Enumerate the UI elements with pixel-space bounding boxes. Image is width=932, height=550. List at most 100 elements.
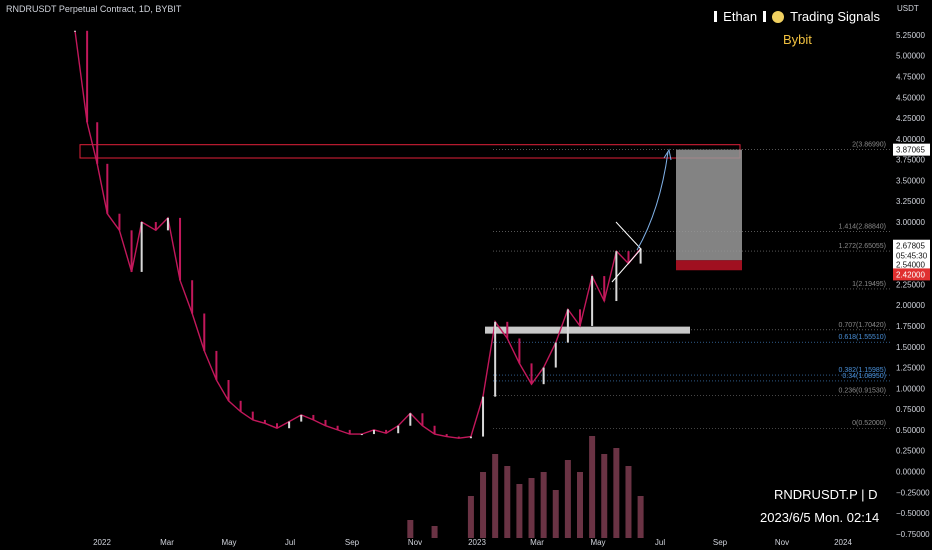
price-candle — [566, 309, 569, 343]
volume-bar — [564, 460, 571, 538]
target-zone — [676, 149, 742, 261]
price-candle — [154, 222, 157, 231]
projection-arrowhead — [663, 148, 672, 161]
y-tick-label: −0.75000 — [896, 530, 930, 539]
price-candle — [506, 321, 509, 339]
price-candle — [530, 363, 533, 385]
price-candle — [385, 429, 388, 434]
price-candle — [494, 321, 497, 397]
volume-bar — [625, 466, 632, 538]
price-candle — [409, 413, 412, 426]
price-candle — [627, 251, 630, 264]
volume-bar — [431, 526, 438, 538]
y-tick-label: −0.25000 — [896, 488, 930, 497]
y-tick-label: 0.50000 — [896, 426, 925, 435]
triangle-pattern — [611, 221, 642, 283]
price-tag — [893, 143, 930, 156]
price-tag — [893, 268, 930, 281]
x-tick-label: 2024 — [834, 538, 852, 547]
price-candle — [554, 342, 557, 368]
volume-bar — [528, 478, 535, 538]
y-tick-label: 5.25000 — [896, 31, 925, 40]
volume-bar — [577, 472, 583, 538]
price-candle — [106, 163, 109, 214]
price-candle — [191, 280, 194, 314]
price-candle — [312, 414, 315, 420]
bar-icon — [763, 11, 767, 22]
volume-bar — [480, 472, 487, 538]
x-tick-label: May — [221, 538, 236, 547]
price-tag-label: 2.67805 — [896, 242, 925, 251]
y-tick-label: 3.25000 — [896, 197, 925, 206]
y-tick-label: 1.25000 — [896, 364, 925, 373]
fib-label: 0.236(0.91530) — [839, 387, 886, 394]
y-tick-label: 4.50000 — [896, 93, 925, 102]
fib-label: 1(2.19495) — [852, 281, 886, 288]
price-tag — [893, 249, 930, 262]
projection-arrow — [636, 151, 669, 251]
x-tick-label: 2023 — [468, 538, 486, 547]
price-candle — [179, 217, 182, 281]
datetime-label: 2023/6/5 Mon. 02:14 — [760, 510, 880, 525]
price-tag-label: 2.54000 — [896, 260, 925, 269]
price-candle — [603, 276, 606, 302]
price-candle — [372, 429, 375, 435]
coin-icon — [772, 10, 785, 23]
price-candle — [324, 419, 327, 426]
price-candle — [579, 309, 581, 326]
volume-bar — [601, 454, 608, 538]
price-candle — [86, 30, 89, 123]
price-candle — [421, 413, 424, 426]
y-tick-label: 3.00000 — [896, 218, 925, 227]
volume-bar — [492, 454, 499, 538]
y-tick-label: 1.75000 — [896, 322, 925, 331]
fib-label: 2(3.86990) — [852, 142, 886, 149]
brand-name: Ethan — [723, 9, 758, 24]
price-candle — [239, 400, 242, 412]
y-tick-label: −0.50000 — [896, 509, 930, 518]
price-tag-label: 3.87065 — [896, 146, 925, 155]
price-candle — [300, 414, 303, 422]
x-tick-label: Jul — [285, 538, 295, 547]
price-candle — [360, 434, 363, 436]
fib-label: 0.382(1.15985) — [839, 367, 886, 374]
price-candle — [397, 425, 400, 434]
symbol-label: RNDRUSDT.P | D — [774, 487, 878, 502]
price-candle — [445, 434, 448, 437]
y-tick-label: 4.75000 — [896, 73, 925, 82]
x-tick-label: Sep — [345, 538, 360, 547]
price-tag — [893, 239, 930, 252]
x-tick-label: Sep — [713, 538, 728, 547]
x-tick-label: Mar — [160, 538, 174, 547]
volume-bar — [589, 436, 596, 538]
x-tick-label: Nov — [408, 538, 422, 547]
price-candle — [166, 217, 169, 231]
price-candle — [276, 423, 278, 429]
bar-icon — [714, 11, 718, 22]
price-candle — [203, 313, 206, 351]
price-tag — [893, 258, 930, 271]
volume-bar — [613, 448, 620, 538]
fib-label: 1.414(2.88840) — [839, 223, 886, 230]
price-candle — [433, 425, 436, 435]
fib-label: 0.707(1.70420) — [839, 322, 886, 329]
y-tick-label: 2.25000 — [896, 280, 925, 289]
fib-label: 0(0.52000) — [852, 420, 886, 427]
x-tick-label: 2022 — [93, 538, 111, 547]
stop-zone — [676, 260, 742, 271]
axis-unit: USDT — [897, 4, 919, 13]
volume-bar — [467, 496, 474, 538]
chart-title: RNDRUSDT Perpetual Contract, 1D, BYBIT — [6, 4, 182, 14]
x-tick-label: Nov — [775, 538, 789, 547]
price-candle — [251, 411, 254, 420]
x-tick-label: Mar — [530, 538, 544, 547]
volume-bar — [407, 520, 414, 538]
price-tag-label: 05:45:30 — [896, 251, 928, 260]
y-tick-label: 4.00000 — [896, 135, 925, 144]
price-candle — [215, 350, 218, 381]
price-candle — [348, 429, 351, 435]
price-candle — [542, 367, 545, 385]
volume-bar — [540, 472, 547, 538]
x-tick-label: Jul — [655, 538, 665, 547]
